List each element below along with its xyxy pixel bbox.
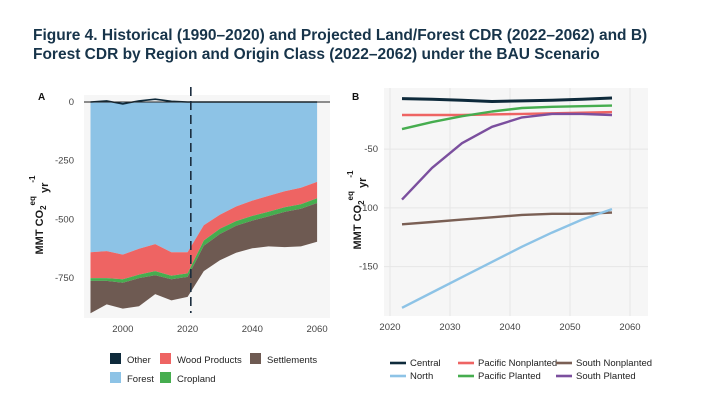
legend-a-swatch-other [110, 353, 121, 364]
legend-a-label: Wood Products [177, 355, 242, 366]
panel-b-x-tick: 2060 [619, 322, 640, 333]
area-settlements [90, 203, 318, 314]
legend-b-label: South Planted [576, 371, 636, 382]
panel-a-y-tick: -250 [55, 156, 74, 167]
panel-b-y-tick: -100 [359, 203, 378, 214]
legend-a-swatch-cropland [160, 372, 171, 383]
line-north [401, 207, 613, 309]
area-forest [90, 102, 318, 255]
panel-b-y-tick: -50 [364, 144, 378, 155]
panel-a-x-tick: 2060 [306, 324, 327, 335]
panel-a-y-tick: -750 [55, 273, 74, 284]
legend-a-swatch-forest [110, 372, 121, 383]
legend-b-label: Central [410, 358, 441, 369]
panel-a-x-tick: 2000 [112, 324, 133, 335]
panel-b-x-tick: 2040 [499, 322, 520, 333]
area-wood-products [90, 181, 318, 280]
panel-a-y-tick: 0 [69, 97, 74, 108]
panel-b-y-tick: -150 [359, 262, 378, 273]
figure-title: Figure 4. Historical (1990–2020) and Pro… [33, 26, 713, 64]
legend-a-label: Forest [127, 374, 154, 385]
figure-title-line-1: Figure 4. Historical (1990–2020) and Pro… [33, 27, 648, 44]
legend-a-label: Other [127, 355, 151, 366]
area-cropland [90, 198, 318, 283]
line-south-nonplanted [401, 211, 613, 226]
panel-b-x-tick: 2020 [379, 322, 400, 333]
legend-a-swatch-settlements [250, 353, 261, 364]
panel-b-y-axis-label: MMT CO2eq yr-1 [346, 170, 369, 250]
panel-a-y-axis-label: MMT CO2eq yr-1 [28, 175, 51, 255]
figure-title-line-2: Forest CDR by Region and Origin Class (2… [33, 46, 600, 63]
panel-a-y-tick: -500 [55, 214, 74, 225]
legend-b-label: South Nonplanted [576, 358, 652, 369]
panel-b-label: B [352, 92, 359, 103]
panel-b-plot-area [384, 88, 648, 316]
legend-b-label: Pacific Nonplanted [478, 358, 557, 369]
legend-b-label: North [410, 371, 433, 382]
panel-a-x-tick: 2020 [177, 324, 198, 335]
panel-a-label: A [38, 92, 45, 103]
line-south-planted [401, 112, 613, 201]
legend-a-label: Cropland [177, 374, 216, 385]
legend-a-label: Settlements [267, 355, 317, 366]
panel-a-x-tick: 2040 [242, 324, 263, 335]
legend-a-swatch-wood-products [160, 353, 171, 364]
legend-b-label: Pacific Planted [478, 371, 541, 382]
panel-b-x-tick: 2050 [559, 322, 580, 333]
line-pacific-planted [401, 104, 613, 131]
panel-b-x-tick: 2030 [439, 322, 460, 333]
line-central [401, 96, 613, 103]
